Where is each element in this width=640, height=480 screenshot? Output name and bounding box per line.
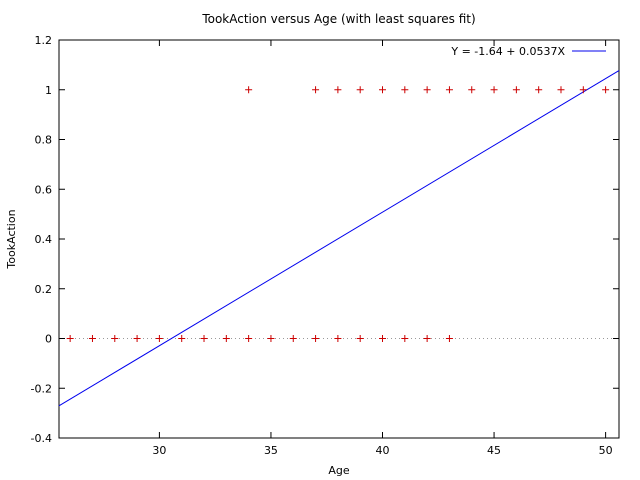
data-point	[289, 335, 297, 342]
data-point	[267, 335, 275, 342]
x-tick-label: 30	[152, 444, 166, 457]
y-tick-label: -0.2	[31, 382, 52, 395]
data-point-marker	[155, 335, 163, 342]
data-point	[490, 86, 498, 94]
data-point	[88, 335, 96, 342]
y-tick-label: 1	[45, 84, 52, 97]
data-point	[512, 86, 520, 94]
data-point-marker	[535, 86, 543, 94]
data-point	[379, 335, 387, 342]
fit-line	[58, 70, 620, 407]
data-point-marker	[356, 335, 364, 342]
data-point	[178, 335, 186, 342]
data-point-marker	[557, 86, 565, 94]
data-point	[155, 335, 163, 342]
x-tick-label: 45	[487, 444, 501, 457]
data-point-marker	[445, 86, 453, 94]
y-tick-label: 0.4	[35, 233, 53, 246]
data-point	[423, 86, 431, 94]
data-point-marker	[579, 86, 587, 94]
data-point-marker	[445, 335, 453, 342]
y-tick-label: 0.2	[35, 283, 53, 296]
data-point	[401, 86, 409, 94]
x-axis-label: Age	[328, 464, 350, 477]
chart-title: TookAction versus Age (with least square…	[201, 12, 475, 26]
data-point	[602, 86, 610, 94]
plot-frame	[58, 39, 620, 439]
data-point	[445, 86, 453, 94]
data-point-marker	[334, 86, 342, 94]
data-point	[356, 86, 364, 94]
data-point-marker	[379, 86, 387, 94]
data-point	[334, 335, 342, 342]
data-point-marker	[401, 335, 409, 342]
data-point	[334, 86, 342, 94]
data-point-marker	[334, 335, 342, 342]
y-tick-label: 0	[45, 333, 52, 346]
data-point-marker	[468, 86, 476, 94]
data-point	[245, 335, 253, 342]
data-point	[468, 86, 476, 94]
data-point-marker	[88, 335, 96, 342]
data-point-marker	[379, 335, 387, 342]
data-point	[66, 335, 74, 342]
data-point-marker	[245, 335, 253, 342]
data-point	[445, 335, 453, 342]
data-point	[312, 86, 320, 94]
data-point-marker	[133, 335, 141, 342]
data-point	[401, 335, 409, 342]
y-axis-label: TookAction	[5, 209, 18, 269]
y-tick-label: 1.2	[35, 34, 53, 47]
data-point	[312, 335, 320, 342]
data-point-marker	[602, 86, 610, 94]
data-point-marker	[111, 335, 119, 342]
y-tick-label: 0.6	[35, 183, 53, 196]
data-point-marker	[289, 335, 297, 342]
data-point-marker	[178, 335, 186, 342]
data-point	[133, 335, 141, 342]
y-tick-label: -0.4	[31, 432, 52, 445]
data-point-marker	[356, 86, 364, 94]
data-point	[356, 335, 364, 342]
x-tick-label: 50	[599, 444, 613, 457]
data-point	[222, 335, 230, 342]
x-tick-label: 40	[376, 444, 390, 457]
x-tick-label: 35	[264, 444, 278, 457]
data-point-marker	[312, 86, 320, 94]
data-point	[111, 335, 119, 342]
data-point-marker	[267, 335, 275, 342]
y-tick-label: 0.8	[35, 134, 53, 147]
data-point	[200, 335, 208, 342]
data-point	[557, 86, 565, 94]
data-point	[245, 86, 253, 94]
legend-label: Y = -1.64 + 0.0537X	[450, 45, 565, 58]
data-point-marker	[512, 86, 520, 94]
legend: Y = -1.64 + 0.0537X	[450, 45, 606, 58]
data-point	[423, 335, 431, 342]
data-point-marker	[312, 335, 320, 342]
data-point-marker	[222, 335, 230, 342]
data-point	[379, 86, 387, 94]
data-point-marker	[490, 86, 498, 94]
data-point	[579, 86, 587, 94]
data-point-marker	[200, 335, 208, 342]
data-point	[535, 86, 543, 94]
data-point-marker	[423, 335, 431, 342]
data-point-marker	[401, 86, 409, 94]
data-point-marker	[245, 86, 253, 94]
data-point-marker	[423, 86, 431, 94]
data-point-marker	[66, 335, 74, 342]
